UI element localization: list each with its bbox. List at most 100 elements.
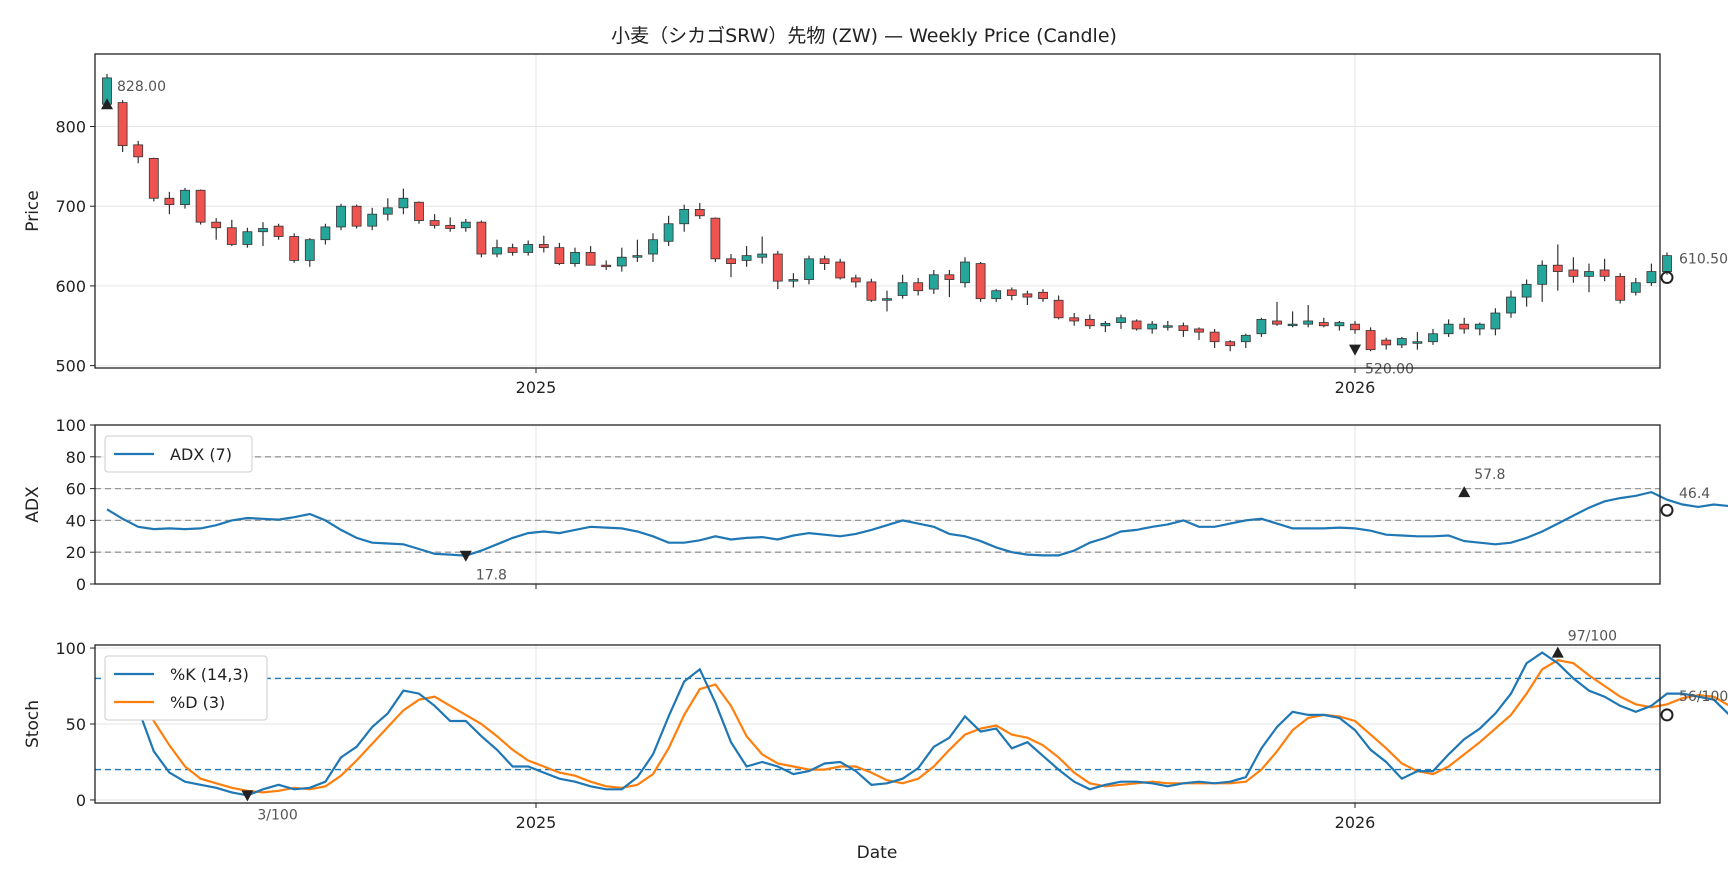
adx-last-marker bbox=[1660, 503, 1674, 517]
candle-body-down bbox=[1225, 341, 1236, 347]
candle-body-down bbox=[1053, 299, 1064, 319]
candle bbox=[382, 198, 393, 221]
adx-max-marker bbox=[1458, 486, 1471, 498]
stoch-legend-k-label: %K (14,3) bbox=[170, 665, 249, 684]
candle-body-down bbox=[1365, 330, 1376, 351]
candle-body-up bbox=[632, 255, 643, 258]
adx-ytick-label-40: 40 bbox=[66, 511, 86, 530]
stoch-min-label: 3/100 bbox=[257, 807, 297, 823]
adx-ytick-label-60: 60 bbox=[66, 480, 86, 499]
candle bbox=[1225, 340, 1236, 352]
adx-line bbox=[106, 490, 1728, 557]
candle bbox=[648, 233, 658, 263]
candle bbox=[1162, 320, 1173, 331]
candle bbox=[788, 273, 799, 288]
candle-body-up bbox=[1490, 312, 1501, 330]
candle bbox=[616, 247, 627, 272]
stoch-ytick-label-50: 50 bbox=[66, 715, 86, 734]
candle bbox=[585, 246, 596, 266]
candle bbox=[757, 236, 768, 264]
candle bbox=[460, 218, 471, 232]
candle-body-down bbox=[1459, 323, 1470, 330]
candle bbox=[1646, 263, 1657, 286]
candle-body-up bbox=[1474, 323, 1485, 330]
candle-body-up bbox=[663, 223, 674, 242]
candle-body-down bbox=[414, 201, 424, 221]
candle bbox=[320, 223, 331, 245]
candle-body-up bbox=[242, 231, 253, 245]
candle bbox=[1209, 328, 1220, 349]
candle bbox=[1506, 290, 1516, 318]
adx-ytick-label-20: 20 bbox=[66, 543, 86, 562]
candle bbox=[289, 233, 300, 263]
candle bbox=[1178, 322, 1189, 337]
candle bbox=[242, 227, 253, 248]
candle-body-down bbox=[1084, 318, 1095, 327]
candle bbox=[1069, 313, 1080, 326]
candle-body-up bbox=[648, 239, 658, 255]
candle-body-down bbox=[1178, 325, 1189, 331]
price-min-label: 520.00 bbox=[1365, 362, 1414, 378]
candle bbox=[133, 140, 144, 164]
candle bbox=[258, 222, 268, 247]
candle bbox=[960, 257, 970, 288]
adx-ytick-label-100: 100 bbox=[55, 416, 86, 435]
candle-body-up bbox=[1537, 264, 1548, 285]
candle-body-up bbox=[1630, 282, 1641, 293]
candle bbox=[1474, 322, 1485, 336]
candle-body-down bbox=[1194, 328, 1204, 333]
adx-min-label: 17.8 bbox=[476, 568, 507, 584]
stoch-ytick-label-100: 100 bbox=[55, 639, 86, 658]
candle bbox=[741, 246, 752, 267]
candle-body-down bbox=[726, 258, 736, 264]
candle bbox=[882, 290, 892, 312]
candle-body-down bbox=[164, 197, 175, 206]
candle bbox=[445, 217, 456, 232]
candle-body-up bbox=[523, 244, 534, 253]
candle bbox=[1038, 289, 1048, 302]
price-xtick-label-1: 2026 bbox=[1335, 378, 1376, 397]
candle bbox=[1396, 336, 1407, 349]
candle-body-down bbox=[195, 189, 206, 223]
price-ytick-label-500: 500 bbox=[55, 357, 86, 376]
candle-body-up bbox=[382, 207, 393, 215]
candle bbox=[710, 217, 721, 263]
candle bbox=[1630, 277, 1641, 296]
candle-body-down bbox=[1069, 317, 1080, 322]
candle-body-down bbox=[1022, 293, 1033, 298]
price-max-marker bbox=[101, 98, 113, 110]
candle-body-up bbox=[1240, 334, 1251, 343]
candle-body-down bbox=[507, 247, 518, 253]
candle-body-up bbox=[320, 226, 331, 241]
candle-body-down bbox=[1552, 264, 1563, 272]
candle-body-up bbox=[788, 279, 799, 282]
candle bbox=[1537, 260, 1548, 302]
candle-body-down bbox=[866, 281, 877, 301]
candle bbox=[1350, 320, 1360, 334]
adx-frame bbox=[94, 424, 1661, 585]
candle bbox=[180, 187, 190, 209]
candle bbox=[351, 204, 362, 229]
candle-body-down bbox=[710, 217, 721, 260]
candle-body-down bbox=[273, 225, 284, 237]
candle-body-down bbox=[1350, 323, 1360, 331]
candle bbox=[1318, 317, 1329, 328]
candle bbox=[1194, 327, 1204, 341]
stoch-frame bbox=[94, 644, 1661, 804]
candle bbox=[570, 247, 580, 267]
candle bbox=[1334, 320, 1345, 331]
candle bbox=[928, 269, 939, 294]
candle-body-up bbox=[258, 228, 268, 233]
candle bbox=[1443, 319, 1454, 337]
candle bbox=[367, 207, 378, 231]
candle bbox=[523, 240, 534, 256]
candle-body-down bbox=[1038, 291, 1048, 300]
price-frame bbox=[94, 53, 1661, 369]
candle-body-down bbox=[476, 221, 487, 255]
adx-ytick-label-0: 0 bbox=[76, 575, 86, 594]
candle bbox=[772, 250, 783, 290]
candle bbox=[117, 100, 128, 153]
adx-max-label: 57.8 bbox=[1474, 467, 1505, 483]
candle bbox=[1568, 257, 1579, 283]
